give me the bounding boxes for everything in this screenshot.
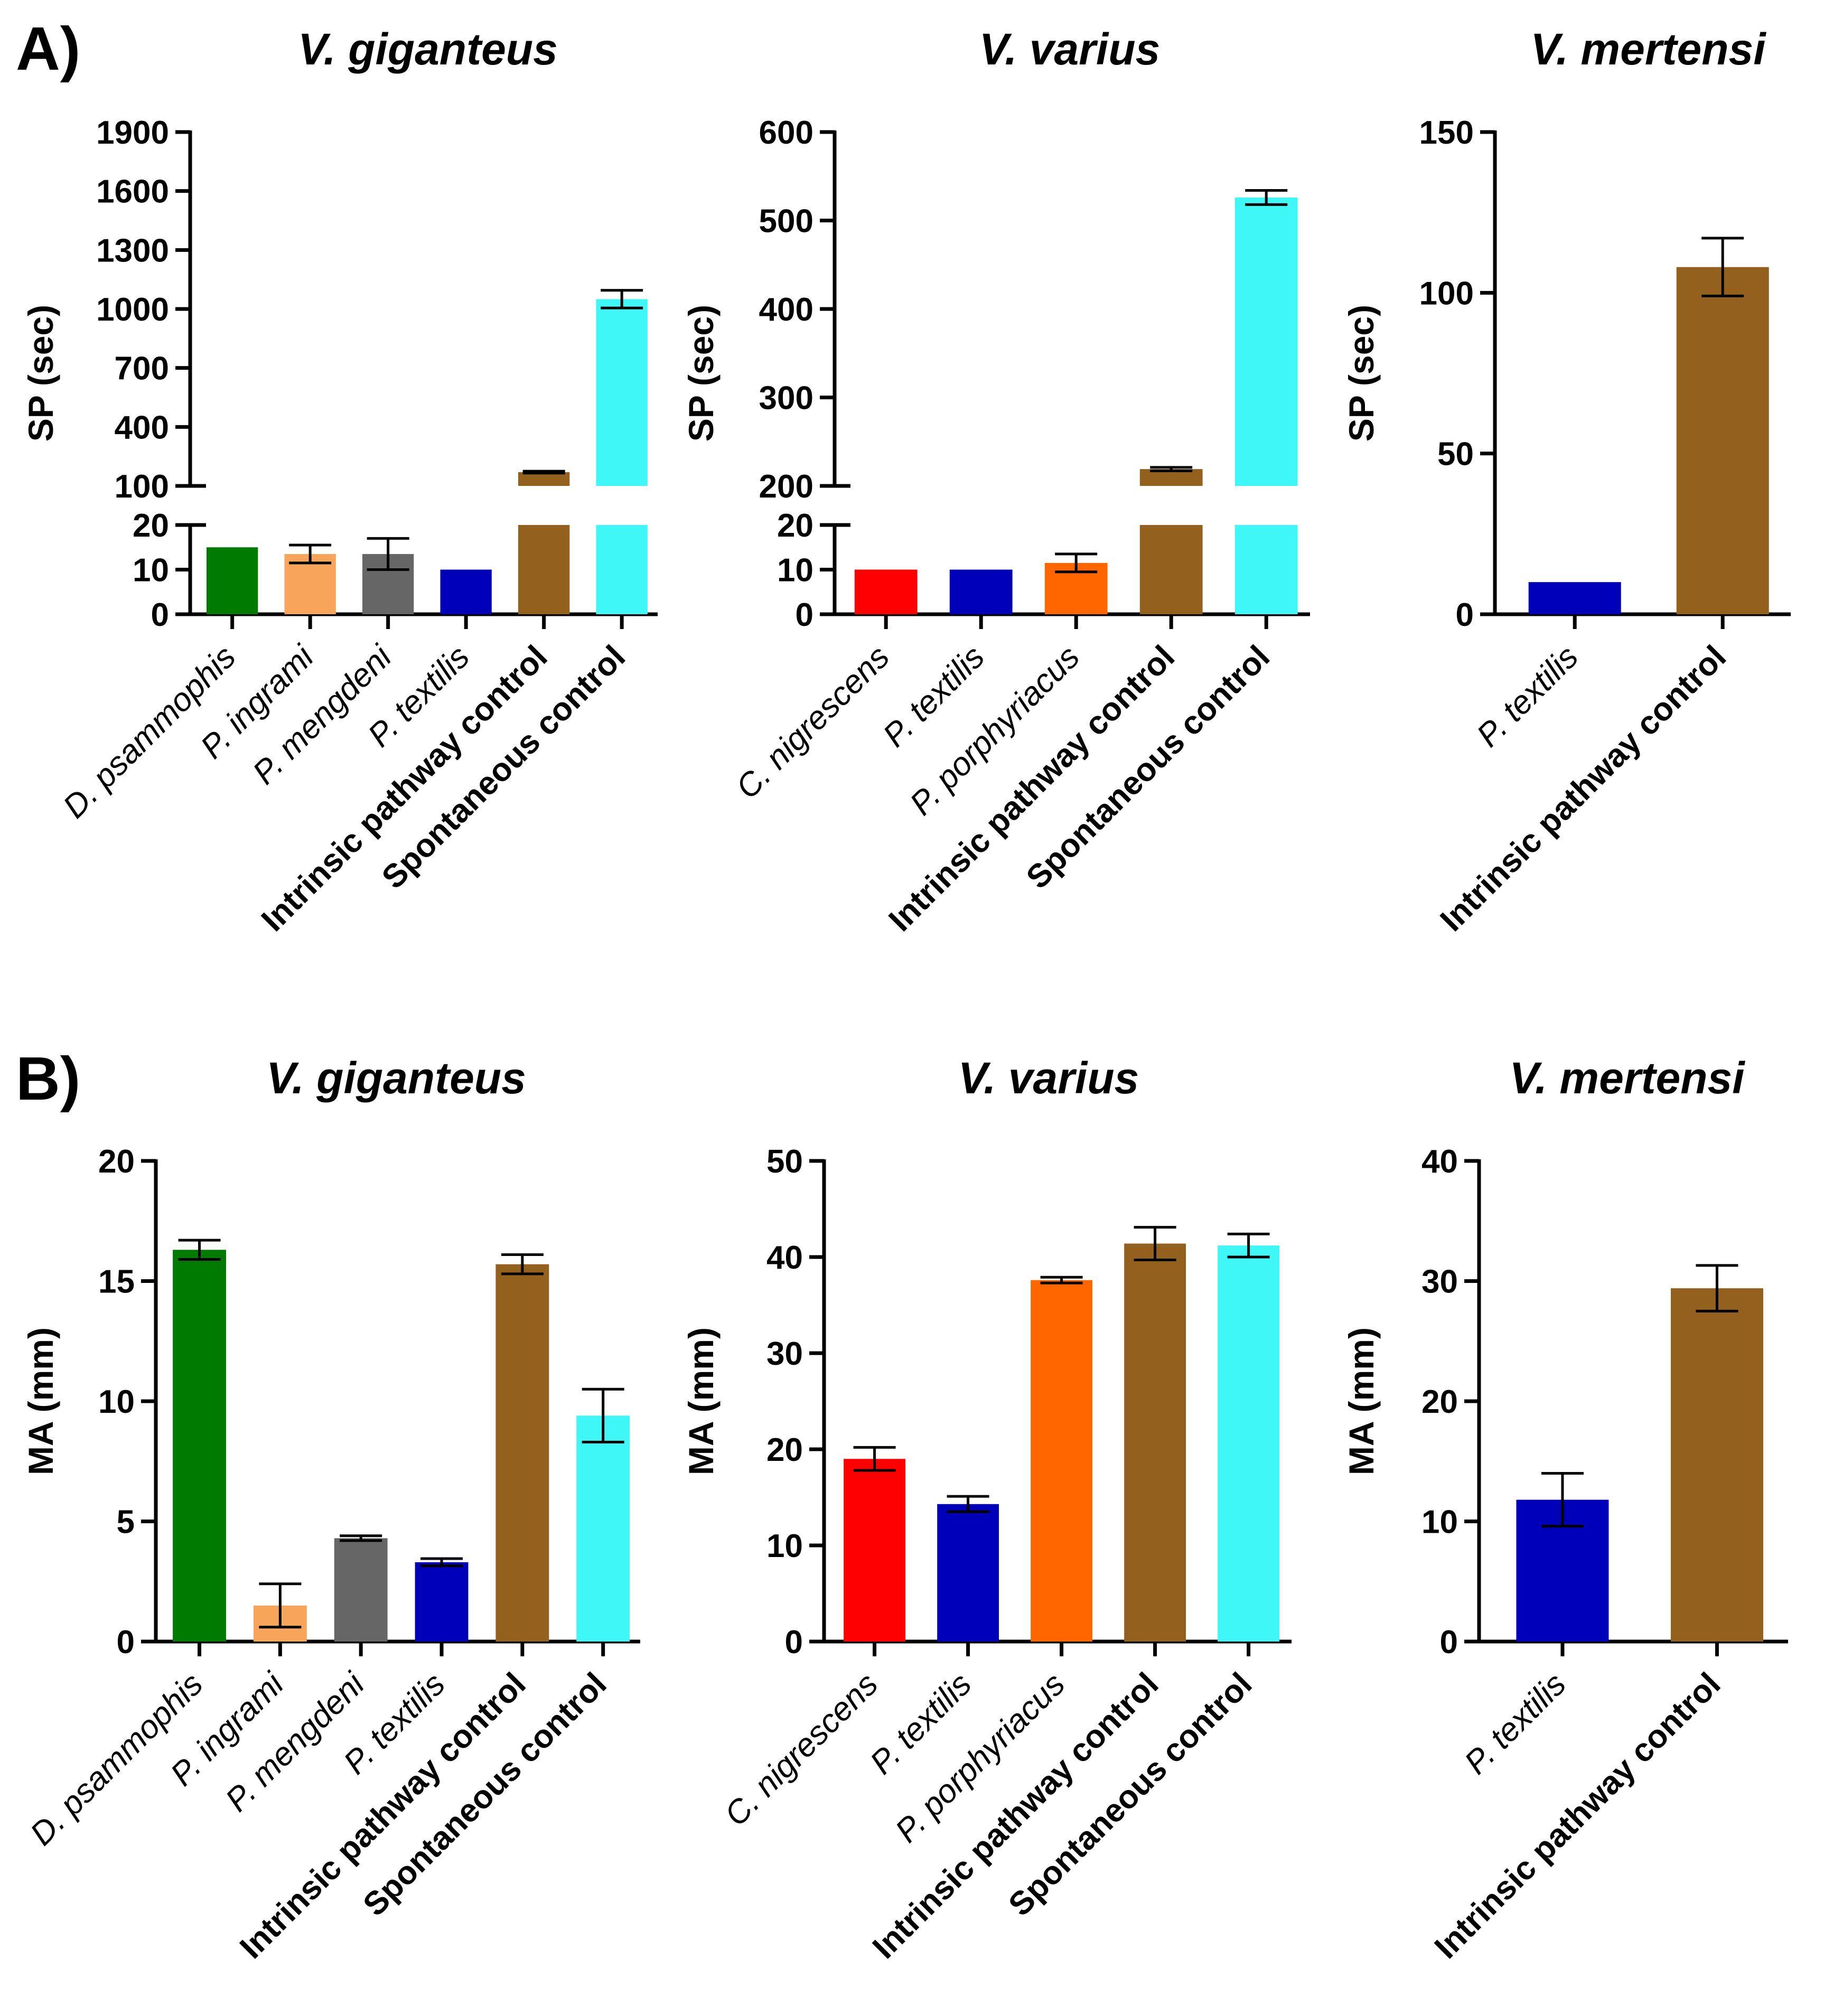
panel-b-label: B) <box>16 1044 80 1113</box>
y-tick-label: 500 <box>759 203 813 240</box>
bar <box>1670 1288 1763 1642</box>
chart-B-mer: V. mertensi MA (mm) 0 10 20 30 40 P. textilisIn… <box>1342 1053 1788 1966</box>
y-axis-label: MA (mm) <box>21 1327 60 1475</box>
bar <box>495 1264 549 1642</box>
bar <box>854 569 918 614</box>
bar-upper <box>596 299 648 486</box>
y-tick-label: 300 <box>759 380 813 417</box>
bar <box>518 525 570 614</box>
y-tick-label: 1600 <box>96 174 169 210</box>
bar <box>1218 1245 1279 1642</box>
bar <box>1234 525 1298 614</box>
y-tick-label: 10 <box>133 552 169 589</box>
y-tick-label: 400 <box>115 409 169 446</box>
chart-title: V. giganteus <box>266 1053 526 1103</box>
y-tick-label: 200 <box>759 468 813 505</box>
chart-A-mer: V. mertensi SP (sec) 0 50 100 150 P. textilisI… <box>1342 24 1791 939</box>
category-label: P. porphyriacus <box>903 639 1087 822</box>
y-tick-label: 15 <box>98 1264 135 1300</box>
category-label: P. mengdeni <box>219 1665 372 1819</box>
y-tick-label: 0 <box>785 1624 803 1661</box>
category-label: P. textilis <box>1457 1666 1573 1781</box>
chart-title: V. mertensi <box>1530 24 1766 74</box>
y-tick-label: 30 <box>766 1336 803 1372</box>
y-tick-label: 20 <box>1421 1384 1458 1420</box>
y-tick-label: 50 <box>1437 436 1474 473</box>
y-tick-label: 50 <box>766 1143 803 1180</box>
bar <box>596 525 648 614</box>
y-tick-label: 20 <box>98 1143 135 1180</box>
y-tick-label: 10 <box>766 1528 803 1564</box>
bar <box>576 1415 630 1642</box>
y-axis-label: SP (sec) <box>21 305 60 442</box>
y-tick-label: 100 <box>115 468 169 505</box>
panel-a-label: A) <box>16 14 80 83</box>
y-tick-label: 10 <box>777 552 813 589</box>
bar <box>949 569 1013 614</box>
chart-B-var: V. varius MA (mm) 0 10 20 30 40 50 C. nigrescens… <box>681 1053 1292 1966</box>
bar <box>1676 267 1769 614</box>
y-tick-label: 700 <box>115 351 169 387</box>
y-axis-label: SP (sec) <box>681 305 721 442</box>
bar <box>1031 1280 1092 1642</box>
category-label: P. textilis <box>1470 639 1586 754</box>
bar <box>937 1504 999 1642</box>
y-tick-label: 10 <box>1421 1504 1458 1541</box>
chart-title: V. giganteus <box>298 24 558 74</box>
bar <box>1139 525 1203 614</box>
y-axis-label: MA (mm) <box>1342 1327 1381 1475</box>
y-tick-label: 1900 <box>96 115 169 151</box>
y-axis-label: SP (sec) <box>1342 305 1381 442</box>
category-label: Intrinsic pathway control <box>1428 1666 1728 1966</box>
y-tick-label: 1300 <box>96 232 169 269</box>
bar <box>173 1250 226 1642</box>
y-tick-label: 100 <box>1419 275 1474 312</box>
bar <box>1124 1243 1186 1642</box>
bar <box>1528 582 1621 614</box>
y-tick-label: 0 <box>151 597 169 633</box>
y-tick-label: 0 <box>796 597 813 633</box>
category-label: P. porphyriacus <box>888 1666 1072 1850</box>
y-tick-label: 20 <box>777 508 813 544</box>
chart-title: V. varius <box>958 1053 1139 1103</box>
y-tick-label: 600 <box>759 115 813 151</box>
category-label: C. nigrescens <box>718 1666 885 1833</box>
y-tick-label: 40 <box>1421 1143 1458 1180</box>
bar <box>206 547 258 614</box>
chart-title: V. varius <box>979 24 1160 74</box>
y-tick-label: 10 <box>98 1384 135 1420</box>
y-tick-label: 150 <box>1419 115 1474 151</box>
y-tick-label: 400 <box>759 292 813 328</box>
y-tick-label: 0 <box>1440 1624 1458 1661</box>
y-tick-label: 0 <box>117 1624 135 1661</box>
bar-upper <box>1234 197 1298 486</box>
y-tick-label: 30 <box>1421 1264 1458 1300</box>
y-tick-label: 20 <box>766 1432 803 1468</box>
y-tick-label: 20 <box>133 508 169 544</box>
y-axis-label: MA (mm) <box>681 1327 721 1475</box>
category-label: C. nigrescens <box>729 639 896 806</box>
y-tick-label: 5 <box>117 1504 135 1541</box>
bar <box>415 1562 469 1642</box>
category-label: Intrinsic pathway control <box>1433 639 1733 939</box>
y-tick-label: 40 <box>766 1240 803 1276</box>
y-tick-label: 1000 <box>96 292 169 328</box>
y-tick-label: 0 <box>1456 597 1474 633</box>
bar <box>334 1538 388 1642</box>
bar <box>440 569 492 614</box>
chart-title: V. mertensi <box>1509 1053 1745 1103</box>
bar <box>844 1459 905 1642</box>
